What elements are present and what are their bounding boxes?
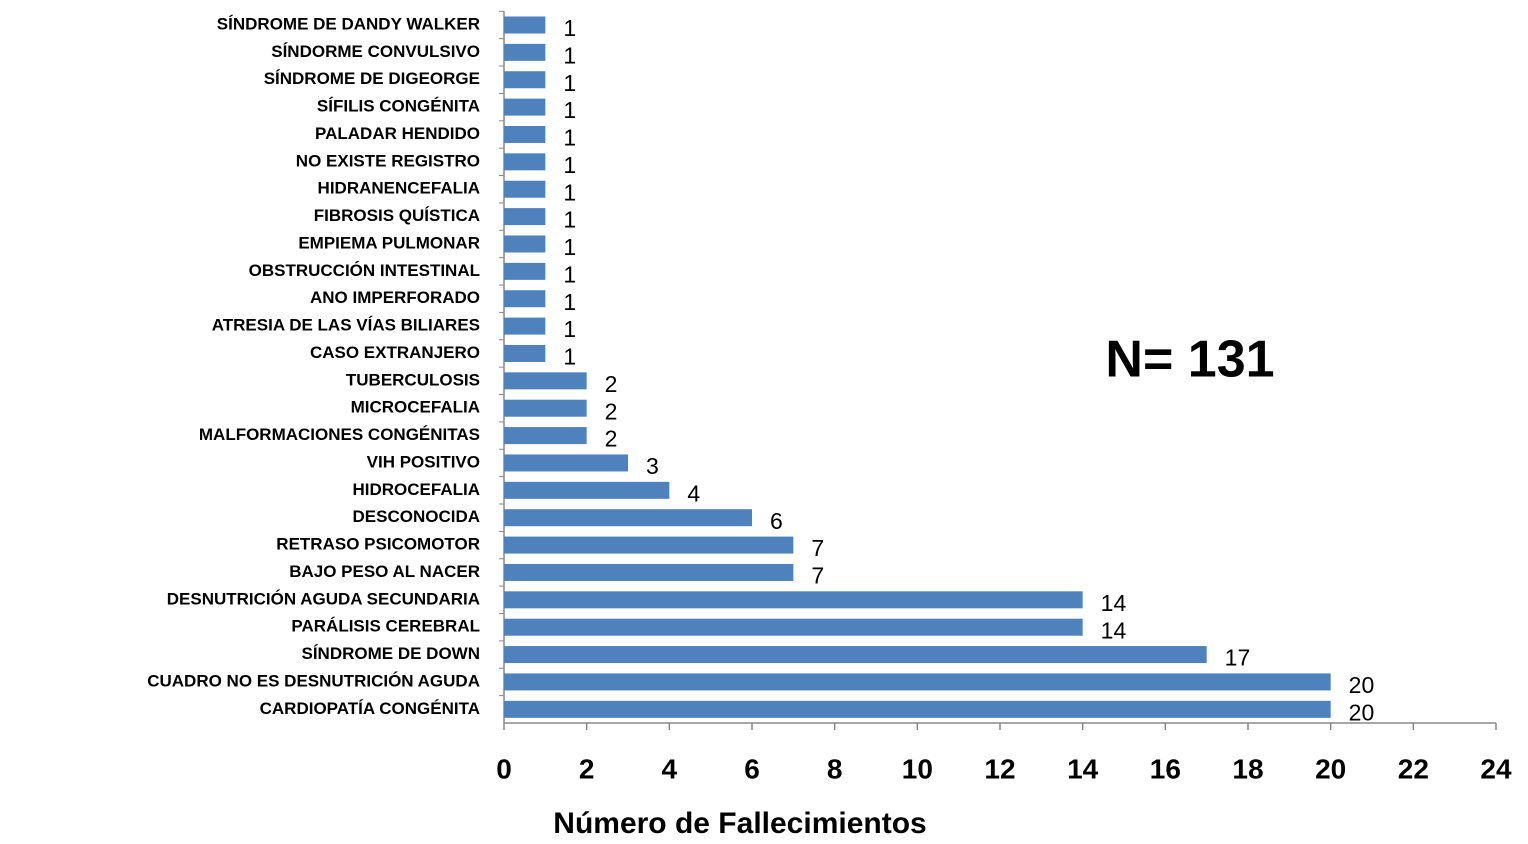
value-label: 2 (605, 398, 618, 424)
y-tick-label: TUBERCULOSIS (346, 370, 480, 389)
y-tick-label: HIDROCEFALIA (353, 480, 481, 499)
y-tick-label: DESNUTRICIÓN AGUDA SECUNDARIA (167, 589, 480, 608)
y-tick-label: SÍNDROME DE DIGEORGE (264, 69, 480, 88)
value-label: 1 (563, 289, 576, 315)
bar (504, 536, 794, 554)
bar (504, 98, 546, 116)
value-label: 14 (1101, 590, 1127, 616)
bar (504, 563, 794, 581)
value-label: 3 (646, 453, 659, 479)
x-tick-label: 4 (662, 753, 678, 784)
bar (504, 71, 546, 89)
x-tick-label: 12 (984, 753, 1015, 784)
value-label: 1 (563, 316, 576, 342)
bar (504, 509, 752, 527)
y-tick-label: SÍNDORME CONVULSIVO (271, 42, 480, 61)
value-label: 1 (563, 70, 576, 96)
value-label: 4 (687, 480, 700, 506)
value-label: 7 (811, 563, 824, 589)
x-tick-label: 10 (902, 753, 933, 784)
x-tick-label: 2 (579, 753, 595, 784)
y-tick-label: MICROCEFALIA (351, 398, 480, 417)
bar (504, 372, 587, 390)
y-tick-label: SÍNDROME DE DANDY WALKER (217, 14, 480, 33)
bar (504, 344, 546, 362)
bar (504, 427, 587, 445)
y-tick-label: FIBROSIS QUÍSTICA (314, 206, 480, 225)
y-tick-label: CASO EXTRANJERO (310, 343, 480, 362)
x-tick-label: 6 (744, 753, 760, 784)
value-label: 1 (563, 179, 576, 205)
bar (504, 591, 1083, 609)
bar (504, 262, 546, 280)
value-label: 7 (811, 535, 824, 561)
y-tick-label: VIH POSITIVO (367, 452, 480, 471)
value-label: 2 (605, 371, 618, 397)
value-label: 20 (1349, 699, 1375, 725)
y-tick-label: NO EXISTE REGISTRO (296, 151, 480, 170)
y-tick-label: ATRESIA DE LAS VÍAS BILIARES (212, 316, 480, 335)
y-tick-label: CARDIOPATÍA CONGÉNITA (260, 699, 480, 718)
value-label: 1 (563, 97, 576, 123)
bar (504, 235, 546, 253)
value-label: 2 (605, 426, 618, 452)
bar (504, 43, 546, 61)
bar (504, 180, 546, 198)
value-label: 1 (563, 125, 576, 151)
x-tick-label: 16 (1150, 753, 1181, 784)
value-label: 1 (563, 42, 576, 68)
value-label: 6 (770, 508, 783, 534)
value-label: 17 (1225, 645, 1251, 671)
value-label: 1 (563, 152, 576, 178)
annotation: N= 131 (1105, 331, 1274, 389)
value-label: 1 (563, 15, 576, 41)
bar (504, 646, 1207, 664)
x-tick-label: 18 (1232, 753, 1263, 784)
bar (504, 673, 1331, 691)
y-tick-label: SÍNDROME DE DOWN (302, 644, 481, 663)
bar (504, 208, 546, 226)
y-tick-label: MALFORMACIONES CONGÉNITAS (199, 425, 480, 444)
bar (504, 454, 628, 472)
y-tick-label: SÍFILIS CONGÉNITA (317, 97, 480, 116)
x-tick-label: 24 (1480, 753, 1512, 784)
x-tick-label: 0 (496, 753, 512, 784)
bar (504, 153, 546, 171)
y-tick-label: HIDRANENCEFALIA (318, 179, 480, 198)
bar (504, 16, 546, 34)
y-tick-label: PALADAR HENDIDO (315, 124, 480, 143)
y-tick-label: RETRASO PSICOMOTOR (276, 535, 480, 554)
bar (504, 399, 587, 417)
bar (504, 290, 546, 308)
bar (504, 481, 670, 499)
value-label: 20 (1349, 672, 1375, 698)
x-tick-label: 14 (1067, 753, 1099, 784)
y-tick-label: ANO IMPERFORADO (310, 288, 480, 307)
y-tick-label: CUADRO NO ES DESNUTRICIÓN AGUDA (147, 671, 480, 690)
value-label: 1 (563, 344, 576, 370)
value-label: 1 (563, 207, 576, 233)
bar (504, 125, 546, 143)
value-label: 14 (1101, 617, 1127, 643)
value-label: 1 (563, 234, 576, 260)
y-tick-label: BAJO PESO AL NACER (289, 562, 480, 581)
x-tick-label: 22 (1398, 753, 1429, 784)
y-tick-label: PARÁLISIS CEREBRAL (291, 617, 480, 636)
x-tick-label: 8 (827, 753, 843, 784)
bar (504, 317, 546, 335)
value-label: 1 (563, 261, 576, 287)
y-tick-label: OBSTRUCCIÓN INTESTINAL (249, 261, 480, 280)
bar (504, 700, 1331, 718)
x-tick-label: 20 (1315, 753, 1346, 784)
y-tick-label: EMPIEMA PULMONAR (298, 233, 480, 252)
bar (504, 618, 1083, 636)
x-axis-title: Número de Fallecimientos (553, 807, 926, 839)
y-tick-label: DESCONOCIDA (352, 507, 480, 526)
